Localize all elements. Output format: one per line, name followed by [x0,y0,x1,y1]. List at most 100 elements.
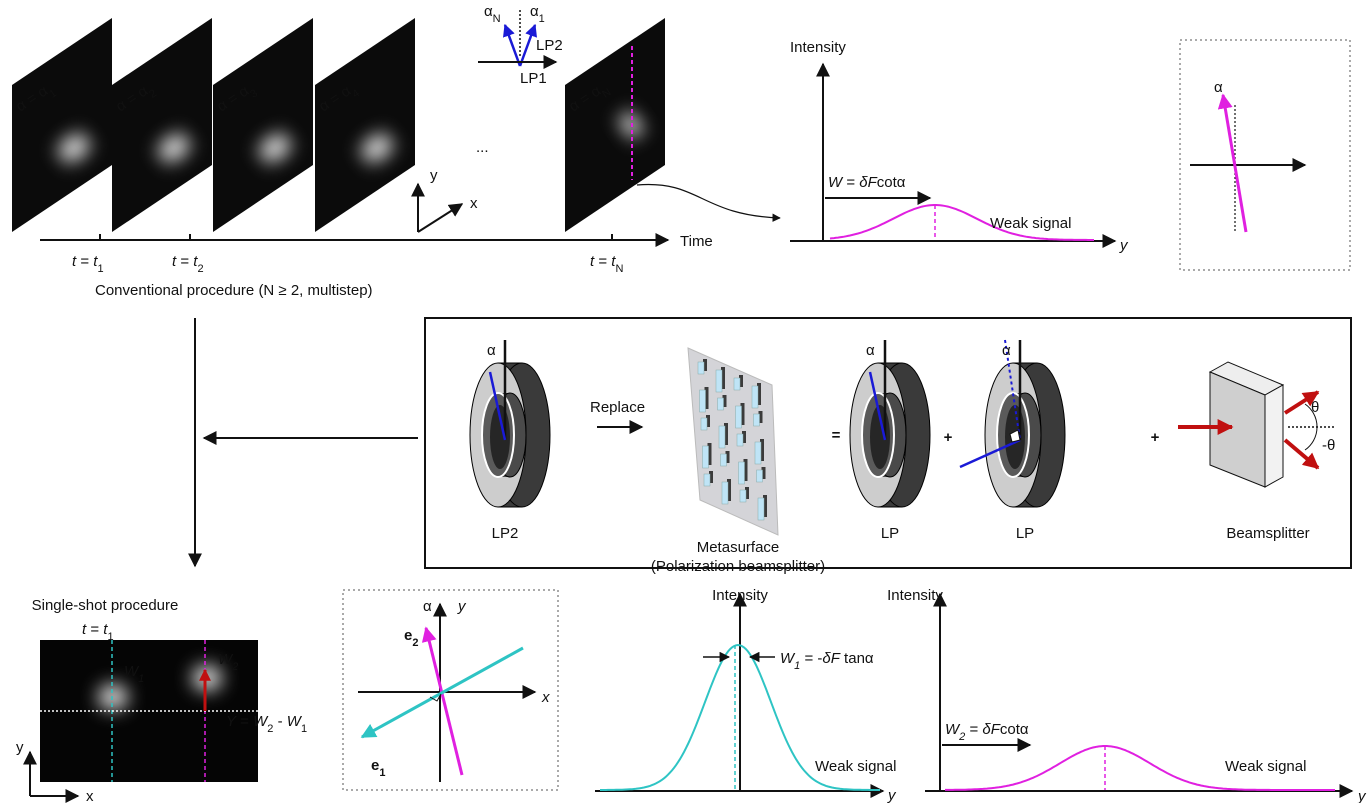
polarization-arrow [1223,95,1246,232]
time-label: t = t1 [82,621,114,643]
time-label-part: 2 [197,263,203,275]
angle-label-part: α [484,3,493,20]
angle-label-part: N [493,13,501,25]
angle-label: α [1214,79,1223,96]
width-label-part: δF [822,650,840,667]
nanopillar [734,378,740,390]
beamsplitter-side [1265,385,1283,487]
angle-label: αN [484,3,501,25]
time-label: t = tN [590,253,623,275]
nanopillar [737,434,743,446]
axis-title: Intensity [887,587,943,604]
operator: + [1151,429,1160,446]
signal-label: Weak signal [990,215,1071,232]
width-label-part: = - [800,650,822,667]
component-label: LP [881,525,899,542]
nanopillar [722,482,728,504]
camera-frame [12,18,112,232]
angle-label: α [423,598,432,615]
nanopillar [754,414,760,426]
operator: = [832,427,841,444]
nanopillar [703,446,709,468]
angle-label: α [866,342,875,359]
axis-label: x [541,689,550,706]
time-label: t = t1 [72,253,104,275]
width-label-part: 2 [231,661,238,673]
width-label: W = δFcotα [828,174,906,191]
axis-title: Intensity [790,39,846,56]
width-label-part: 2 [958,731,965,743]
axis [418,204,462,232]
width-label-part: cotα [877,174,906,191]
polarizer-arrow [505,25,520,66]
angle-label: α [487,342,496,359]
caption: Conventional procedure (N ≥ 2, multistep… [95,282,373,299]
axis-title: y [1357,788,1367,803]
camera-frame [565,18,665,232]
basis-label-part: e [371,757,379,774]
basis-e2 [426,628,462,775]
camera-frame [315,18,415,232]
width-label-part: = [842,174,859,191]
axis-label: x [86,788,94,803]
nanopillar [757,470,763,482]
component-label: LP2 [492,525,519,542]
nanopillar [698,362,704,374]
width-label-part: tanα [840,650,874,667]
nanopillar [739,462,745,484]
signal-label: Weak signal [1225,758,1306,775]
width-label-part: δF [982,721,1000,738]
basis-label: e2 [404,627,418,649]
axis-label: y [457,598,467,615]
width-label-part: cotα [1000,721,1029,738]
signal-label: Weak signal [815,758,896,775]
replace-label: Replace [590,399,645,416]
figure: α = α1α = α2α = α3α = α4α = αNαNα1LP2LP1… [0,0,1371,803]
component-label: Metasurface [697,539,780,556]
angle-label: α1 [530,3,545,25]
time-label-part: N [615,263,623,275]
time-label-part: = [594,253,611,270]
polarizer-arrow [520,25,535,66]
nanopillar [704,474,710,486]
inset-box [1180,40,1350,270]
camera-frame [112,18,212,232]
operator: + [944,429,953,446]
width-label-part: 1 [138,673,144,685]
nanopillar [716,370,722,392]
difference-label-part: 1 [301,723,307,735]
polarizer-label: LP2 [536,37,563,54]
nanopillar [758,498,764,520]
section-title: Single-shot procedure [32,597,179,614]
angle-label-part: 1 [539,13,545,25]
polarizer-label: LP1 [520,70,547,87]
width-label: W1 = -δF tanα [780,650,874,672]
ellipsis: ... [476,139,489,156]
width-label-part: δF [859,174,877,191]
difference-label-part: - [273,713,286,730]
nanopillar [700,390,706,412]
output-beam [1285,440,1318,468]
time-label-part: = [86,621,103,638]
angle-label: θ [1311,399,1319,416]
time-label: t = t2 [172,253,204,275]
basis-label-part: e [404,627,412,644]
basis-label-part: 2 [412,637,418,649]
axis-label: Time [680,233,713,250]
basis-label: e1 [371,757,385,779]
difference-label-part: = [236,713,253,730]
time-label-part: 1 [97,263,103,275]
axis-label: y [16,739,24,756]
angle-label: α [1002,342,1011,359]
page: {"conventional": { "frame_labels": [["α … [0,0,1371,803]
connector-arrow [637,185,780,218]
width-label-part: = [965,721,982,738]
angle-label-part: α [530,3,539,20]
width-label: W2 = δFcotα [945,721,1029,743]
time-label-part: = [176,253,193,270]
nanopillar [721,454,727,466]
axis-label: y [430,167,438,184]
component-label: LP [1016,525,1034,542]
nanopillar [719,426,725,448]
polarizer-lp2 [470,363,550,507]
